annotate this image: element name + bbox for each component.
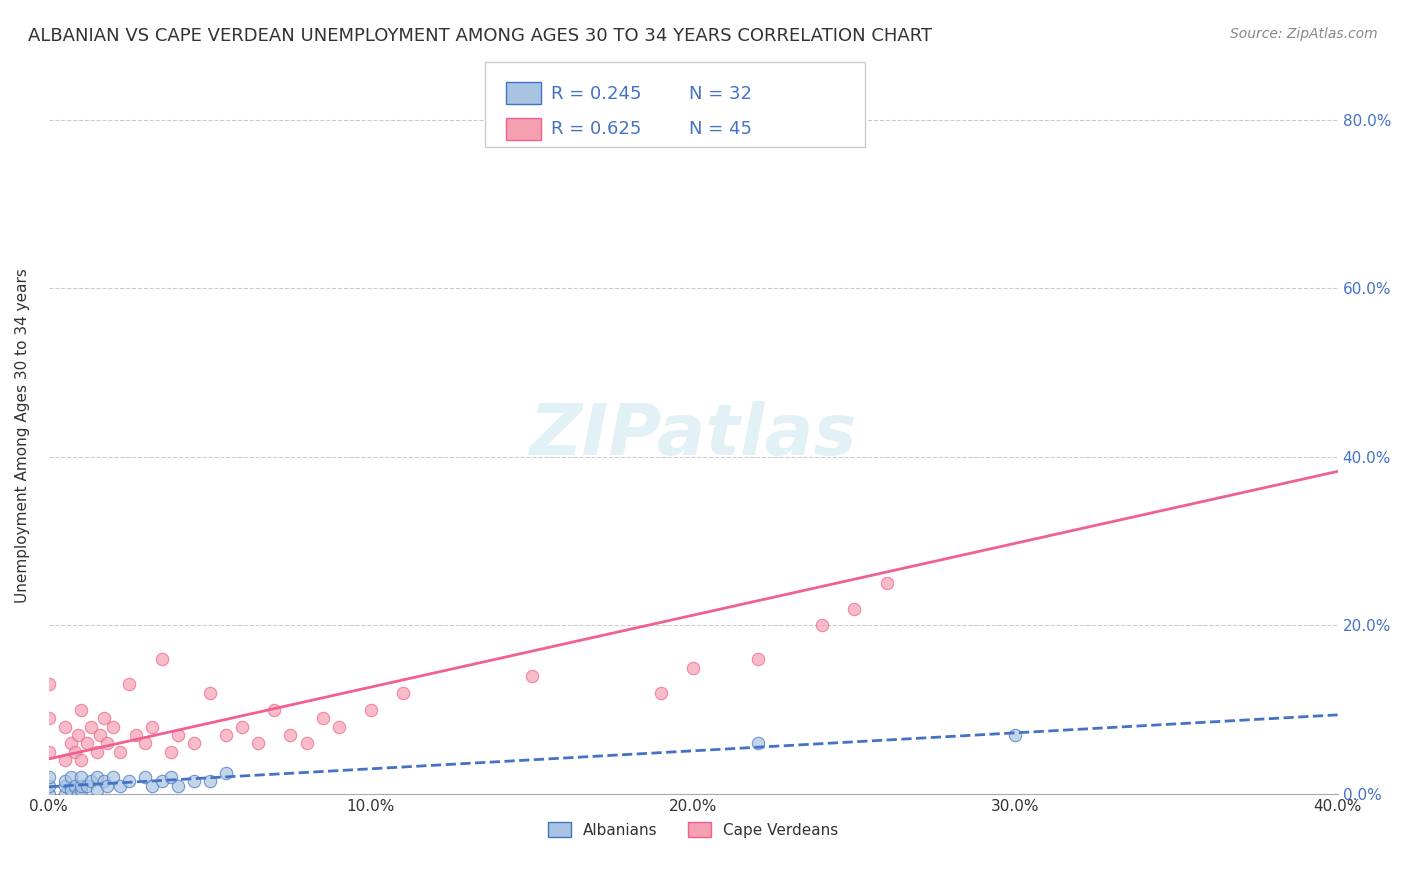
Point [38,770,60,784]
Point [328,720,350,734]
Point [60,782,83,797]
Point [215,728,238,742]
Point [86,770,108,784]
Point [311,711,333,725]
Y-axis label: Unemployment Among Ages 30 to 34 years: Unemployment Among Ages 30 to 34 years [15,268,30,603]
Text: Source: ZipAtlas.com: Source: ZipAtlas.com [1230,27,1378,41]
Point [280,728,302,742]
Point [876,576,898,591]
Point [86,745,108,759]
Point [103,720,125,734]
Point [125,728,148,742]
Point [150,774,173,789]
Point [215,766,238,780]
Point [53,787,76,801]
Point [231,720,253,734]
Text: ZIPatlas: ZIPatlas [530,401,856,470]
Point [150,652,173,666]
Point [93,711,115,725]
Point [134,770,156,784]
Point [160,770,183,784]
Point [70,782,93,797]
Point [141,720,163,734]
Point [183,736,205,750]
Point [160,745,183,759]
Point [682,660,704,674]
Point [38,779,60,793]
Point [70,703,93,717]
Point [70,779,93,793]
Text: R = 0.245: R = 0.245 [551,85,641,103]
Point [183,774,205,789]
Point [70,770,93,784]
Legend: Albanians, Cape Verdeans: Albanians, Cape Verdeans [541,815,845,844]
Point [1004,728,1026,742]
Point [134,736,156,750]
Point [108,745,131,759]
Point [53,779,76,793]
Point [166,779,188,793]
Point [103,770,125,784]
Text: ALBANIAN VS CAPE VERDEAN UNEMPLOYMENT AMONG AGES 30 TO 34 YEARS CORRELATION CHAR: ALBANIAN VS CAPE VERDEAN UNEMPLOYMENT AM… [28,27,932,45]
Point [79,720,101,734]
Point [263,703,285,717]
Text: N = 32: N = 32 [689,85,752,103]
Point [86,782,108,797]
Point [76,779,98,793]
Point [198,686,221,700]
Point [844,601,866,615]
Point [96,736,118,750]
Point [38,677,60,691]
Point [392,686,415,700]
Point [198,774,221,789]
Point [53,753,76,767]
Point [63,779,86,793]
Point [89,728,111,742]
Point [247,736,270,750]
Point [93,774,115,789]
Point [60,736,83,750]
Point [520,669,543,683]
Point [747,652,769,666]
Point [747,736,769,750]
Point [70,753,93,767]
Point [811,618,834,632]
Point [118,677,141,691]
Point [118,774,141,789]
Point [166,728,188,742]
Point [76,736,98,750]
Text: N = 45: N = 45 [689,120,752,138]
Point [66,787,89,801]
Point [295,736,318,750]
Point [38,745,60,759]
Point [63,745,86,759]
Point [53,720,76,734]
Point [38,787,60,801]
Point [360,703,382,717]
Text: R = 0.625: R = 0.625 [551,120,641,138]
Point [96,779,118,793]
Point [60,770,83,784]
Point [53,774,76,789]
Point [79,774,101,789]
Point [108,779,131,793]
Point [38,711,60,725]
Point [66,728,89,742]
Point [141,779,163,793]
Point [650,686,672,700]
